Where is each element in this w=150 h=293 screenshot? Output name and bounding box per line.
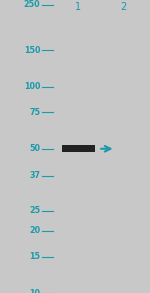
Text: 10: 10 [30, 289, 40, 293]
Bar [62, 145, 95, 152]
Text: 15: 15 [30, 252, 40, 261]
Text: 20: 20 [29, 226, 40, 235]
Text: 1: 1 [75, 2, 81, 12]
Text: 2: 2 [120, 2, 126, 12]
Bar [106, 0, 140, 293]
Text: 37: 37 [30, 171, 40, 180]
Text: 50: 50 [30, 144, 40, 153]
Text: 100: 100 [24, 82, 40, 91]
Text: 75: 75 [30, 108, 40, 117]
Text: 250: 250 [24, 0, 40, 9]
Bar [61, 0, 94, 293]
Text: 150: 150 [24, 46, 40, 55]
Text: 25: 25 [29, 206, 40, 215]
